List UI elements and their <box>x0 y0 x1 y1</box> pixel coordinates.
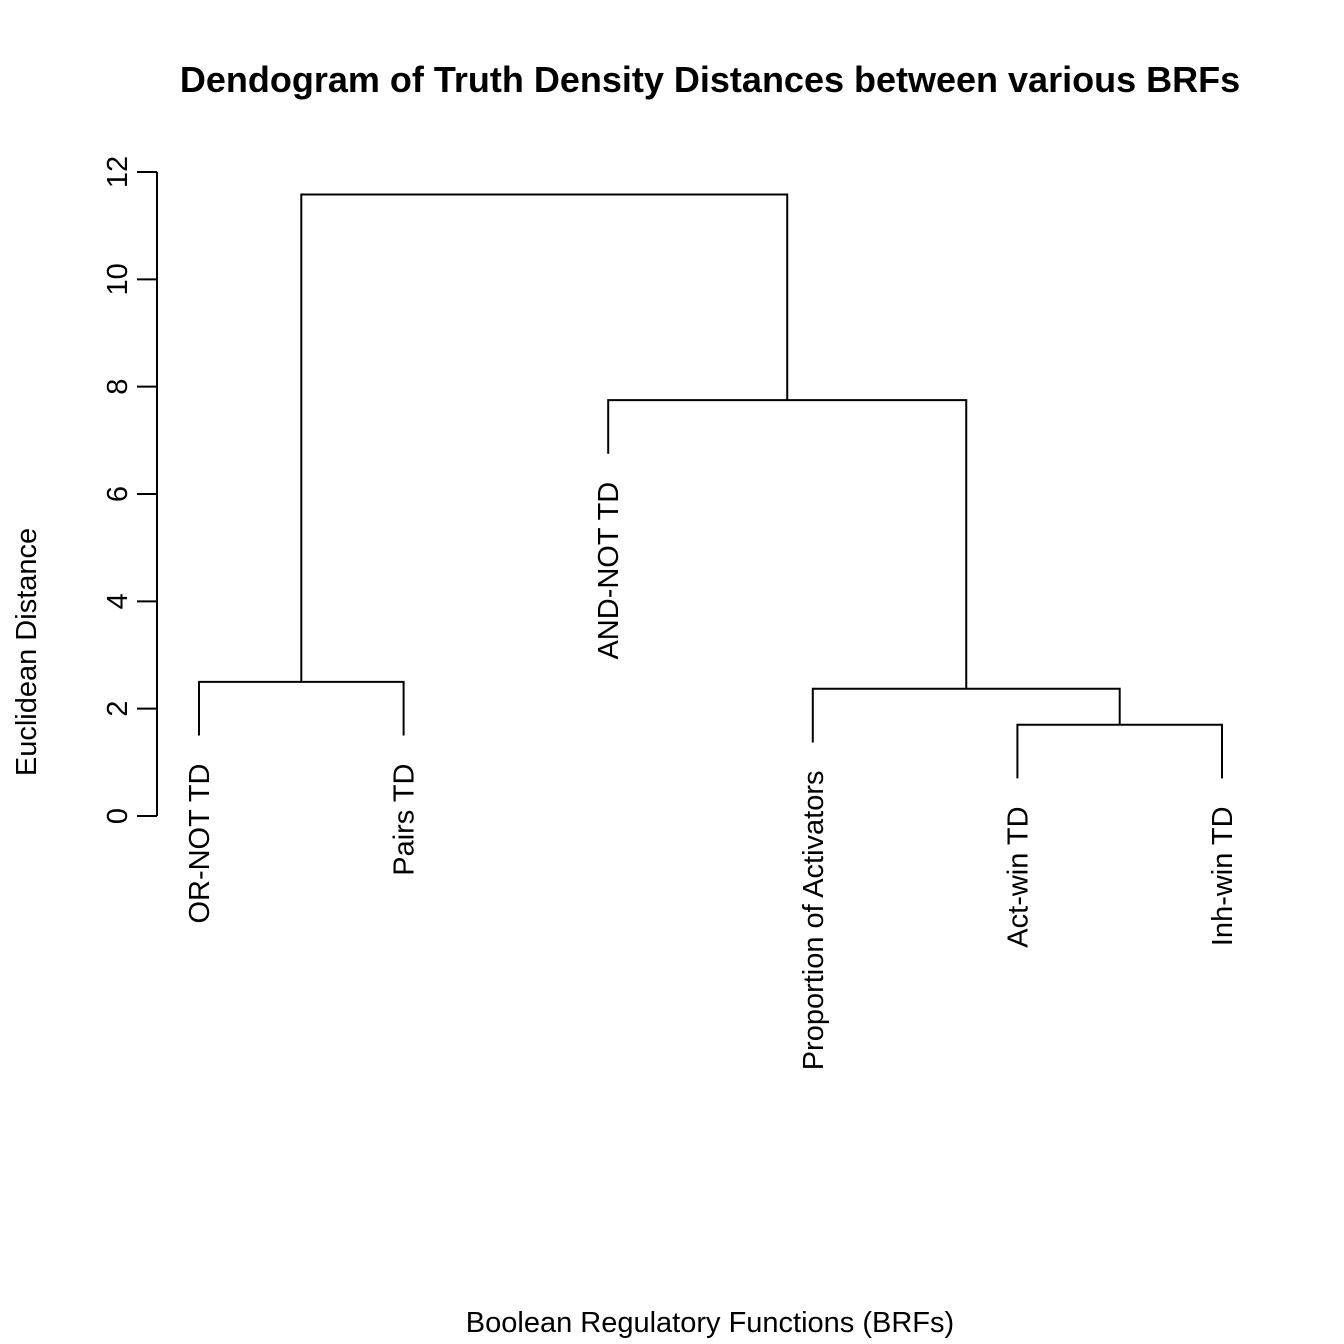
dendrogram-merge-2 <box>811 687 1121 743</box>
y-tick-label: 8 <box>102 379 134 395</box>
y-tick-label: 10 <box>102 263 134 295</box>
leaf-label-1: Pairs TD <box>389 764 421 876</box>
leaf-label-0: OR-NOT TD <box>184 764 216 924</box>
chart-title: Dendogram of Truth Density Distances bet… <box>180 59 1240 100</box>
leaf-label-5: Inh-win TD <box>1207 806 1239 946</box>
x-axis-label: Boolean Regulatory Functions (BRFs) <box>466 1307 954 1339</box>
y-tick-label: 4 <box>102 593 134 609</box>
y-axis: 0 2 4 6 8 10 12 <box>102 156 158 824</box>
leaf-label-4: Act-win TD <box>1002 806 1034 947</box>
leaf-label-3: Proportion of Activators <box>798 770 830 1070</box>
y-tick-label: 12 <box>102 156 134 188</box>
dendrogram-merge-0 <box>198 680 405 736</box>
dendrogram-merge-4 <box>300 193 789 682</box>
dendrogram-merge-3 <box>607 399 968 689</box>
leaf-label-2: AND-NOT TD <box>593 482 625 660</box>
leaf-labels: OR-NOT TD Pairs TD Act-win TD Inh-win TD Pro… <box>184 482 1239 1071</box>
y-tick-label: 6 <box>102 486 134 502</box>
y-tick-label: 2 <box>102 701 134 717</box>
dendrogram-merge-1 <box>1016 723 1223 779</box>
y-axis-label: Euclidean Distance <box>11 528 43 776</box>
y-tick-label: 0 <box>102 808 134 824</box>
dendrogram-branches <box>198 193 1223 779</box>
